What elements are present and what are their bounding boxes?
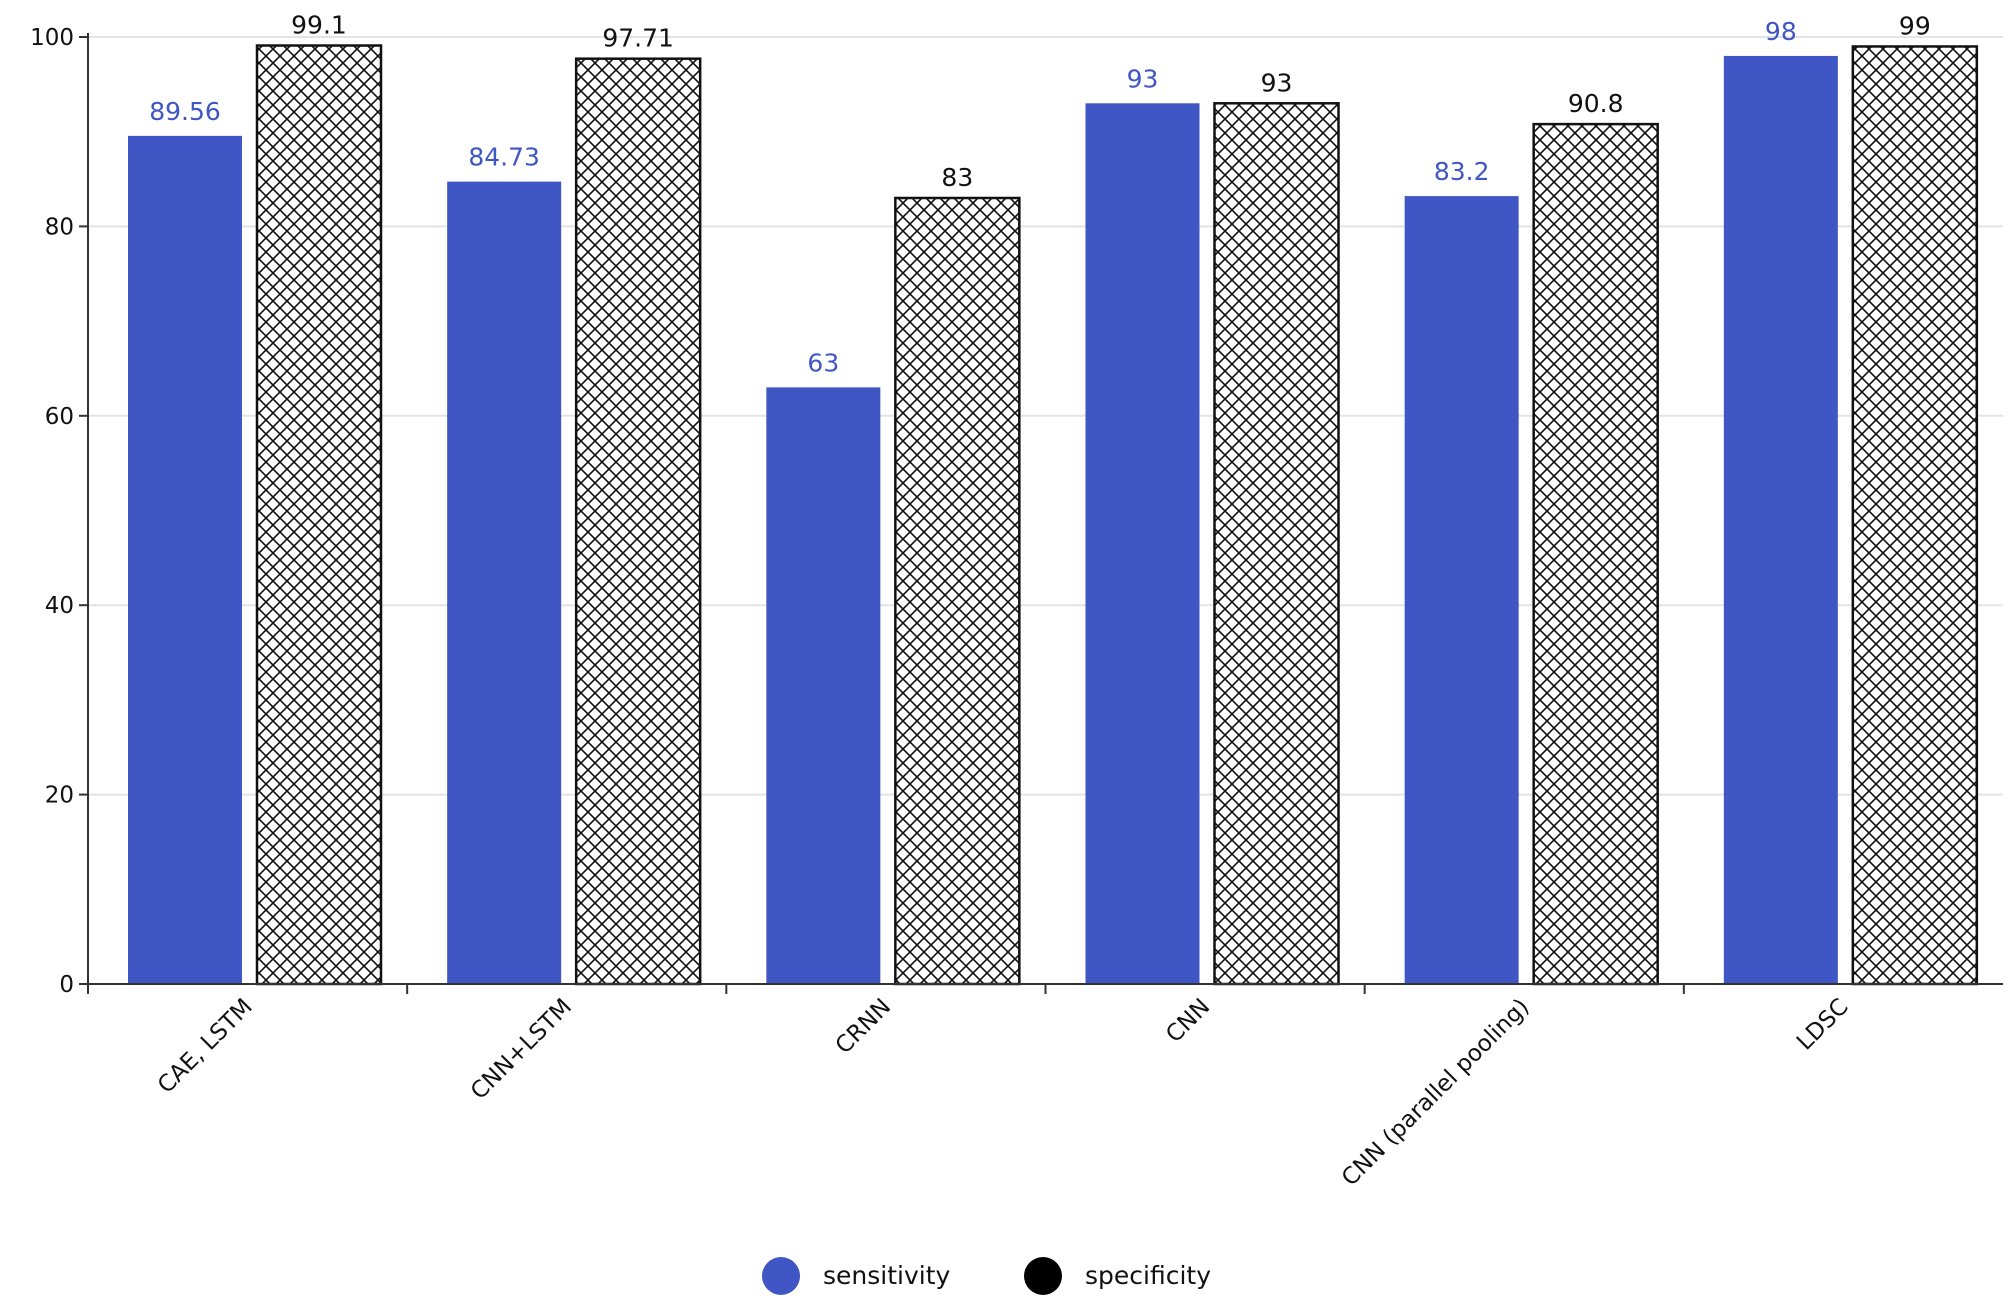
bar-specificity [255, 44, 383, 986]
bar-specificity [1532, 122, 1659, 986]
bar-specificity [1213, 102, 1340, 986]
bar-sensitivity [128, 135, 242, 984]
x-category-label: LDSC [1792, 994, 1854, 1056]
data-label-sensitivity: 93 [1127, 64, 1159, 93]
y-tick-label: 0 [59, 972, 74, 998]
bar-specificity [574, 57, 702, 986]
y-tick-label: 20 [45, 783, 74, 809]
bar-sensitivity [447, 181, 562, 984]
x-category-label: CRNN [831, 994, 896, 1059]
data-label-sensitivity: 63 [807, 348, 839, 377]
data-labels: 89.56 99.1 84.73 97.71 63 83 93 93 83.2 90.8 98 99 [149, 11, 1931, 378]
data-label-specificity: 83 [941, 163, 973, 192]
x-category-label: CNN [1161, 994, 1215, 1048]
legend-marker [762, 1257, 800, 1295]
y-tick-label: 60 [45, 404, 74, 430]
legend-item-specificity[interactable]: specificity [1024, 1257, 1211, 1295]
y-tick-label: 100 [30, 25, 74, 51]
legend-item-sensitivity[interactable]: sensitivity [762, 1257, 951, 1295]
bar-sensitivity [766, 387, 881, 984]
gridlines [88, 36, 2003, 796]
data-label-specificity: 97.71 [602, 24, 674, 53]
bars [128, 44, 1979, 986]
legend: sensitivity specificity [762, 1257, 1211, 1295]
bar-specificity [1851, 45, 1979, 986]
legend-label: specificity [1085, 1261, 1211, 1290]
data-label-specificity: 90.8 [1568, 89, 1624, 118]
bar-specificity [894, 196, 1021, 986]
bar-sensitivity [1404, 196, 1519, 984]
data-label-sensitivity: 98 [1765, 17, 1797, 46]
legend-label: sensitivity [823, 1261, 951, 1290]
y-tick-label: 80 [45, 214, 74, 240]
x-category-label: CAE, LSTM [153, 994, 258, 1099]
data-label-sensitivity: 83.2 [1434, 157, 1490, 186]
bar-sensitivity [1085, 103, 1200, 985]
data-label-specificity: 99 [1899, 11, 1931, 40]
data-label-sensitivity: 84.73 [468, 143, 540, 172]
x-category-label: CNN+LSTM [466, 994, 577, 1105]
data-label-specificity: 93 [1261, 68, 1293, 97]
bar-sensitivity [1723, 55, 1838, 984]
legend-marker [1024, 1257, 1062, 1295]
data-label-specificity: 99.1 [291, 11, 347, 40]
data-label-sensitivity: 89.56 [149, 97, 221, 126]
x-category-label: CNN (parallel pooling) [1337, 994, 1535, 1192]
y-tick-label: 40 [45, 593, 74, 619]
